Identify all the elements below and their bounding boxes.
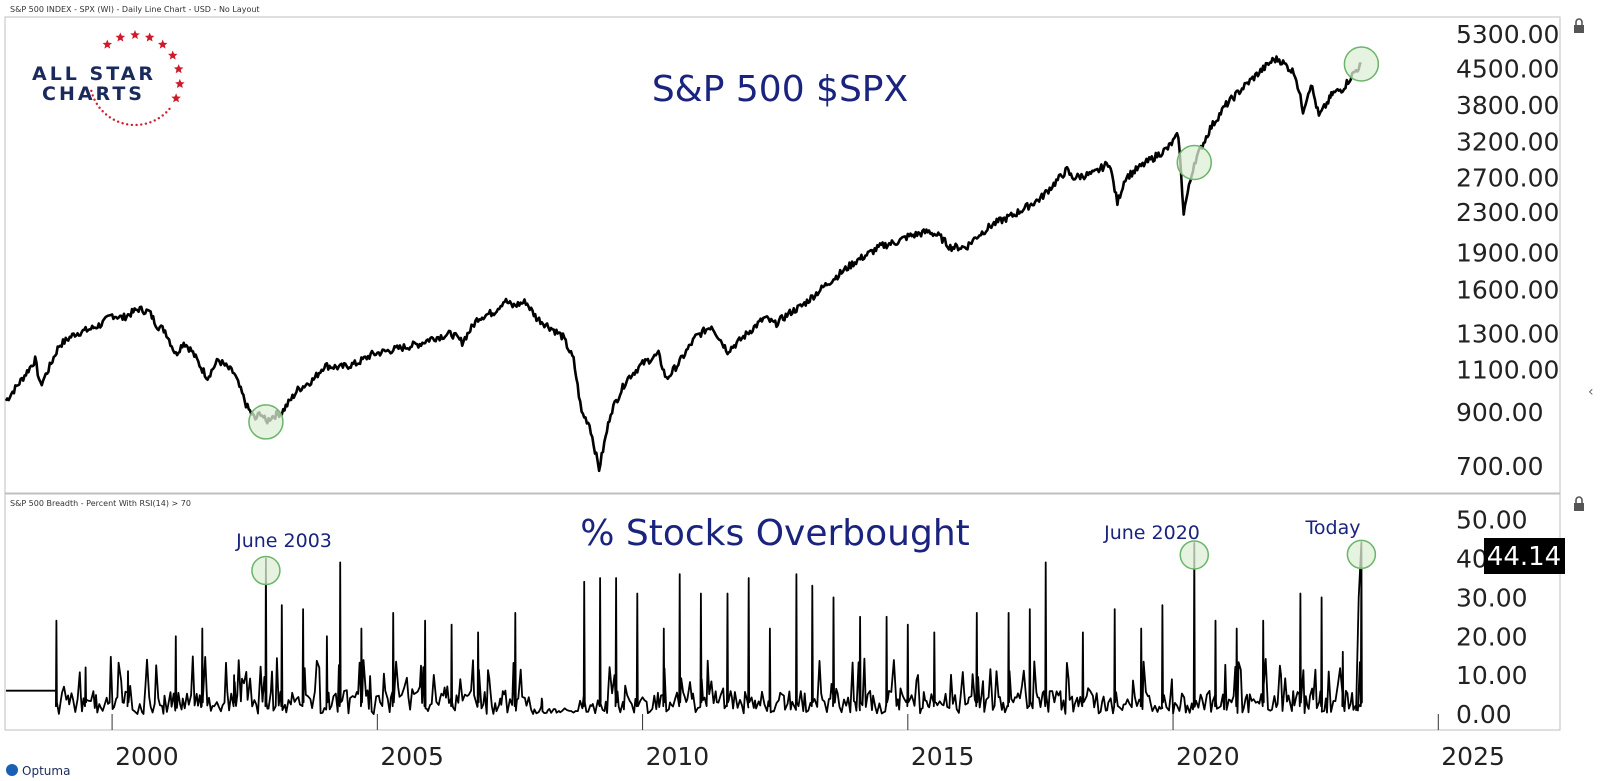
- current-value-label: 44.14: [1487, 542, 1561, 572]
- spx-y-tick-1: 4500.00: [1456, 55, 1559, 84]
- all-star-charts-logo: ALL STAR CHARTS: [32, 30, 185, 127]
- top-chart-title: S&P 500 $SPX: [652, 69, 908, 110]
- top-panel-frame: [4, 16, 1561, 494]
- dot-icon: [165, 111, 168, 114]
- dot-icon: [104, 113, 108, 116]
- dot-icon: [108, 116, 112, 119]
- overbought-y-tick-0: 50.00: [1456, 506, 1528, 535]
- star-icon: [173, 64, 184, 74]
- spx-y-tick-9: 1100.00: [1456, 355, 1559, 384]
- x-tick-label-4: 2020: [1176, 742, 1240, 771]
- logo-line1: ALL STAR: [32, 63, 156, 85]
- overbought-highlight-circle-2: [1346, 539, 1377, 570]
- x-tick-label-2: 2010: [646, 742, 710, 771]
- overbought-y-tick-2: 30.00: [1456, 583, 1528, 612]
- spx-y-tick-4: 2700.00: [1456, 164, 1559, 193]
- x-tick-label-5: 2025: [1441, 742, 1505, 771]
- spx-y-tick-3: 3200.00: [1456, 127, 1559, 156]
- spx-y-tick-11: 700.00: [1456, 452, 1543, 481]
- overbought-y-tick-4: 10.00: [1456, 661, 1528, 690]
- overbought-y-tick-5: 0.00: [1456, 700, 1512, 729]
- dot-icon: [140, 123, 143, 126]
- annotation-june-2020: June 2020: [1103, 522, 1200, 544]
- collapse-chevron-icon[interactable]: ‹: [1588, 384, 1594, 400]
- optuma-logo-icon: [6, 764, 18, 776]
- spx-highlight-circle-0: [248, 404, 284, 440]
- dot-icon: [157, 116, 161, 120]
- spx-highlight-circle-2: [1343, 46, 1380, 82]
- annotation-june-2003: June 2003: [235, 530, 332, 552]
- spx-series-line: [4, 55, 1362, 473]
- spx-y-tick-7: 1600.00: [1456, 275, 1559, 304]
- x-tick-label-0: 2000: [115, 742, 179, 771]
- dot-icon: [91, 94, 94, 97]
- spx-y-tick-2: 3800.00: [1456, 91, 1559, 120]
- dot-icon: [116, 120, 120, 123]
- spx-y-tick-6: 1900.00: [1456, 239, 1559, 268]
- dot-icon: [144, 122, 148, 125]
- star-icon: [102, 39, 113, 49]
- dot-icon: [95, 102, 99, 106]
- dot-icon: [90, 89, 93, 93]
- dot-icon: [153, 119, 156, 122]
- dot-icon: [121, 122, 124, 125]
- highlight-circles: [248, 46, 1380, 586]
- footer-brand: Optuma: [22, 764, 70, 778]
- dot-icon: [135, 123, 138, 127]
- bottom-chart-title: % Stocks Overbought: [580, 513, 970, 554]
- dot-icon: [125, 123, 129, 126]
- overbought-highlight-circle-0: [251, 555, 281, 586]
- lock-icon-bottom[interactable]: [1574, 496, 1584, 511]
- star-icon: [130, 30, 140, 39]
- star-icon: [171, 93, 181, 103]
- spx-y-tick-8: 1300.00: [1456, 320, 1559, 349]
- star-arc-icon: [90, 30, 185, 127]
- x-tick-label-3: 2015: [911, 742, 975, 771]
- spx-line-layer: [4, 55, 1362, 473]
- dot-icon: [93, 98, 96, 101]
- star-icon: [175, 78, 185, 88]
- dot-icon: [161, 114, 164, 117]
- overbought-highlight-circle-1: [1179, 540, 1210, 570]
- x-tick-label-1: 2005: [380, 742, 444, 771]
- star-icon: [144, 32, 155, 42]
- x-axis-ticks: 2000 2005 2010 2015 2020 2025: [111, 714, 1505, 771]
- dot-icon: [149, 121, 152, 124]
- top-caption: S&P 500 INDEX - SPX (WI) - Daily Line Ch…: [10, 5, 260, 14]
- spx-y-tick-5: 2300.00: [1456, 198, 1559, 227]
- overbought-y-tick-3: 20.00: [1456, 622, 1528, 651]
- spx-y-tick-10: 900.00: [1456, 398, 1543, 427]
- star-icon: [157, 39, 168, 49]
- logo-line2: CHARTS: [42, 83, 145, 105]
- overbought-series-line: [6, 541, 1363, 715]
- spx-y-axis-ticks: 5300.00 4500.00 3800.00 3200.00 2700.00 2300.…: [1456, 20, 1559, 481]
- dot-icon: [98, 106, 101, 109]
- star-icon: [115, 32, 126, 42]
- dot-icon: [168, 107, 171, 111]
- overbought-line-layer: [6, 541, 1363, 715]
- spx-y-tick-0: 5300.00: [1456, 20, 1559, 49]
- current-value-badge: 44.14: [1484, 538, 1565, 574]
- dot-icon: [130, 123, 134, 127]
- lock-icon-top[interactable]: [1574, 18, 1584, 33]
- dot-icon: [112, 118, 116, 121]
- star-icon: [168, 50, 178, 60]
- annotation-today: Today: [1305, 517, 1361, 539]
- spx-highlight-circle-1: [1176, 144, 1213, 181]
- lower-caption: S&P 500 Breadth - Percent With RSI(14) >…: [10, 499, 191, 508]
- dot-icon: [101, 110, 104, 113]
- bottom-panel-frame: [4, 493, 1561, 731]
- optuma-footer: Optuma: [6, 764, 70, 778]
